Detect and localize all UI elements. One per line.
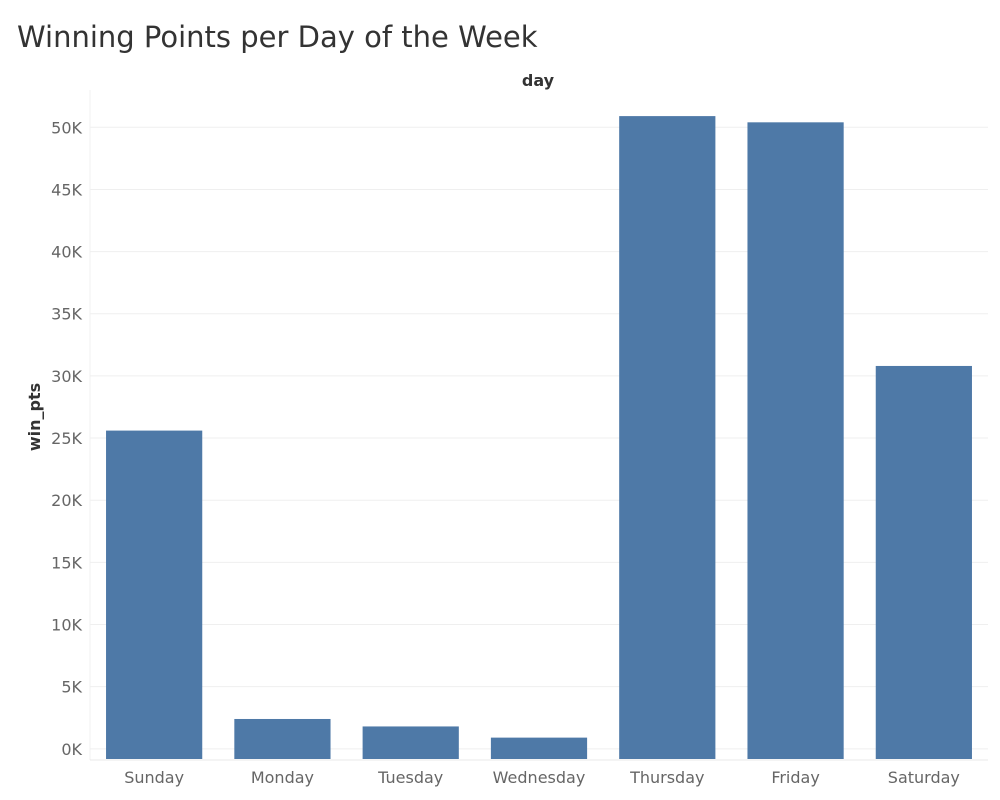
bar-sunday[interactable] <box>106 430 203 759</box>
bar-friday[interactable] <box>747 122 844 760</box>
chart-title: Winning Points per Day of the Week <box>17 20 538 54</box>
y-axis-title: win_pts <box>25 383 44 451</box>
column-header: day <box>522 71 555 90</box>
x-tick-label-monday: Monday <box>251 768 314 787</box>
y-tick-label: 40K <box>51 243 82 262</box>
y-tick-label: 25K <box>51 429 82 448</box>
x-tick-label-thursday: Thursday <box>629 768 704 787</box>
y-tick-label: 50K <box>51 118 82 137</box>
x-tick-label-wednesday: Wednesday <box>493 768 586 787</box>
bar-thursday[interactable] <box>619 116 716 760</box>
y-axis-ticks: 0K 5K 10K 15K 20K 25K 30K 35K 40K 45K 50K <box>51 118 82 759</box>
bar-wednesday[interactable] <box>490 737 588 759</box>
y-tick-label: 35K <box>51 305 82 324</box>
x-tick-label-sunday: Sunday <box>124 768 184 787</box>
bar-tuesday[interactable] <box>362 726 459 759</box>
y-tick-label: 10K <box>51 616 82 635</box>
bar-saturday[interactable] <box>875 365 972 759</box>
y-tick-label: 0K <box>61 740 82 759</box>
y-tick-label: 30K <box>51 367 82 386</box>
y-tick-label: 45K <box>51 180 82 199</box>
y-tick-label: 15K <box>51 553 82 572</box>
x-axis-ticks: Sunday Monday Tuesday Wednesday Thursday Frid… <box>124 768 960 787</box>
x-tick-label-friday: Friday <box>771 768 820 787</box>
y-tick-label: 5K <box>61 678 82 697</box>
x-tick-label-tuesday: Tuesday <box>377 768 443 787</box>
bars <box>106 116 972 760</box>
bar-monday[interactable] <box>234 718 331 759</box>
y-tick-label: 20K <box>51 491 82 510</box>
gridlines <box>90 126 988 750</box>
x-tick-label-saturday: Saturday <box>888 768 960 787</box>
